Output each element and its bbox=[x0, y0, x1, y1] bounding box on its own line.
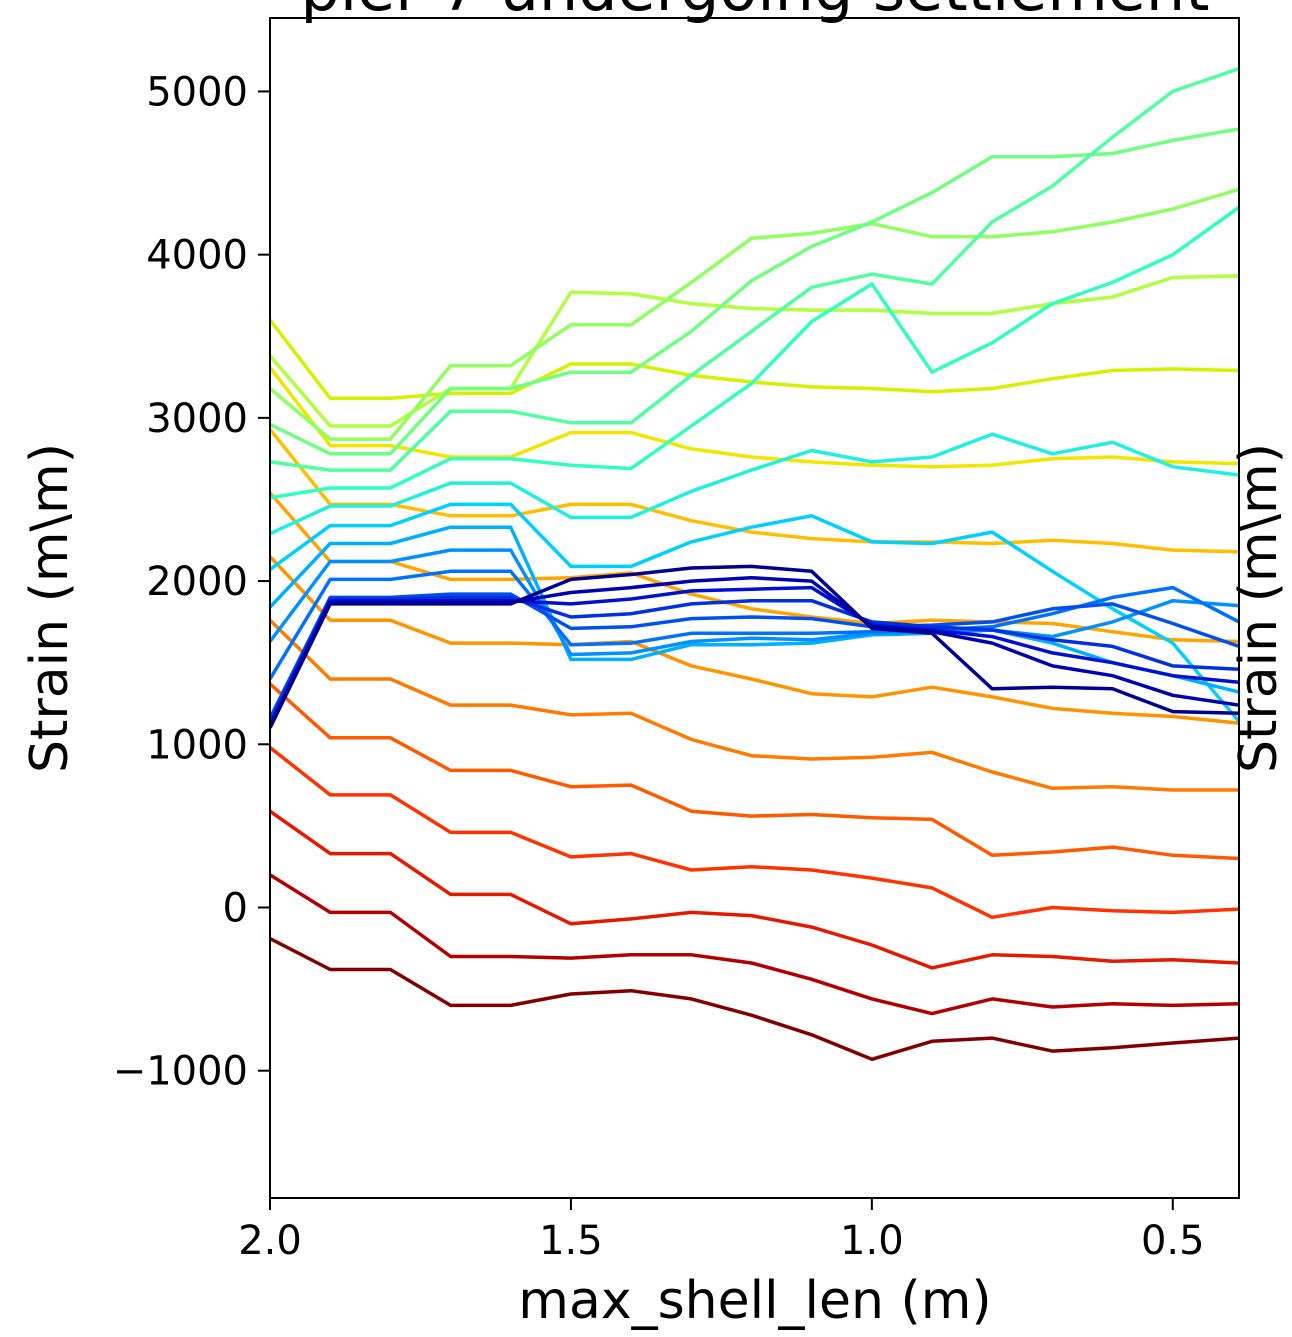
series-line-7 bbox=[270, 555, 1239, 725]
x-axis-label: max_shell_len (m) bbox=[518, 1271, 991, 1331]
series-line-2 bbox=[270, 873, 1239, 1016]
series-line-11 bbox=[270, 318, 1239, 401]
plot-frame bbox=[269, 17, 1240, 1199]
y-tick-label: 4000 bbox=[146, 233, 248, 279]
x-tick-label: 1.0 bbox=[840, 1218, 904, 1264]
y-tick-label: 5000 bbox=[146, 69, 248, 115]
x-tick-label: 0.5 bbox=[1141, 1218, 1205, 1264]
y-tick-label: 1000 bbox=[146, 722, 248, 768]
series-line-16 bbox=[270, 205, 1239, 500]
series-line-14 bbox=[270, 127, 1239, 456]
y-axis-label: Strain (m\m) bbox=[20, 443, 80, 773]
series-line-19 bbox=[270, 525, 1239, 694]
series-layer bbox=[270, 66, 1239, 1062]
chart-title: pier 7 undergoing settlement bbox=[300, 0, 1209, 25]
series-line-5 bbox=[270, 682, 1239, 861]
series-line-20 bbox=[270, 548, 1239, 657]
y-tick-label: 2000 bbox=[146, 559, 248, 605]
series-line-18 bbox=[270, 502, 1239, 723]
y-tick-label: 0 bbox=[223, 885, 248, 931]
series-line-22 bbox=[270, 592, 1239, 719]
series-line-15 bbox=[270, 66, 1239, 472]
y-tick-label: −1000 bbox=[113, 1049, 248, 1095]
x-axis: 2.0 1.5 1.0 0.5 bbox=[238, 1198, 1205, 1264]
series-line-10 bbox=[270, 366, 1239, 469]
series-line-23 bbox=[270, 595, 1239, 723]
x-tick-label: 2.0 bbox=[238, 1218, 302, 1264]
series-line-3 bbox=[270, 809, 1239, 970]
series-line-17 bbox=[270, 432, 1239, 536]
series-line-13 bbox=[270, 187, 1239, 441]
y-axis: −1000 0 1000 2000 3000 4000 5000 bbox=[113, 69, 270, 1095]
series-line-6 bbox=[270, 618, 1239, 792]
series-line-12 bbox=[270, 274, 1239, 428]
y-axis-label-right: Strain (m\m) bbox=[1229, 443, 1289, 773]
x-tick-label: 1.5 bbox=[539, 1218, 603, 1264]
y-tick-label: 3000 bbox=[146, 396, 248, 442]
series-line-4 bbox=[270, 746, 1239, 920]
series-line-26 bbox=[270, 564, 1239, 729]
series-line-1 bbox=[270, 936, 1239, 1062]
